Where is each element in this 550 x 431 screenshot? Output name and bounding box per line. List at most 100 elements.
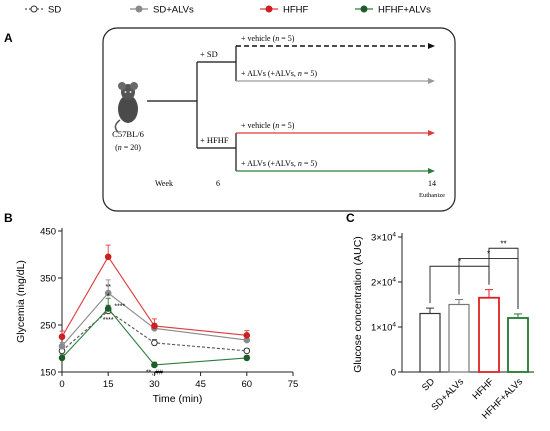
legend: SD SD+ALVs HFHF HFHF+ALVs (25, 5, 431, 16)
x-tick-label: 15 (103, 379, 114, 390)
legend-label-2: HFHF (283, 5, 309, 16)
y-tick-base: 1×10 (371, 323, 392, 334)
y-tick-label: 0 (391, 368, 396, 379)
y-tick-label: 150 (40, 368, 56, 379)
arm-label-var-1: n (298, 69, 302, 78)
significance-annotation: **** (103, 317, 114, 324)
glycemia-line-chart: B 150 250 350 450 0 15 30 45 60 75 Time (min) Glycem… (4, 211, 298, 405)
branch-hfhf-label: + HFHF (200, 135, 229, 145)
arm-label-1: + ALVs (+ALVs, n = 5) (241, 69, 317, 78)
data-point (58, 354, 66, 362)
protocol-tree (147, 46, 237, 171)
data-point (58, 342, 66, 350)
data-point (151, 361, 158, 369)
y-tick-label: 1×104 (371, 322, 396, 334)
arm-arrowhead-1 (428, 78, 435, 84)
y-tick-exponent: 4 (392, 322, 396, 329)
bar-3 (507, 317, 529, 373)
significance-label: * (487, 250, 490, 259)
data-point (151, 339, 158, 347)
arm-label-suffix-0: = 5) (279, 34, 295, 43)
arm-arrowhead-2 (428, 130, 435, 136)
y-axis-title: Glucose concentration (AUC) (352, 236, 364, 373)
x-category-label: SD+ALVs (430, 376, 467, 413)
legend-label-1: SD+ALVs (153, 5, 194, 16)
arm-label-0: + vehicle (n = 5) (241, 34, 295, 43)
week-6-label: 6 (216, 179, 220, 188)
legend-marker-2 (265, 5, 273, 13)
arm-label-suffix-3: = 5) (302, 159, 318, 168)
bar-2 (478, 296, 500, 373)
arm-label-var-2: n (275, 121, 279, 130)
y-tick-label: 250 (40, 321, 56, 332)
protocol-box (102, 27, 456, 212)
significance-bracket (458, 258, 519, 309)
arm-label-prefix-0: + vehicle ( (241, 34, 276, 43)
y-tick-label: 450 (40, 227, 56, 238)
arm-label-var-3: n (298, 159, 302, 168)
arm-label-suffix-2: = 5) (279, 121, 295, 130)
y-tick-exponent: 4 (392, 277, 396, 284)
series-line-3 (61, 307, 247, 366)
significance-label: ** (500, 239, 506, 248)
significance-label: * (458, 257, 461, 266)
data-point (243, 332, 251, 339)
x-category-label: HFHF (470, 376, 496, 402)
data-point (104, 305, 112, 312)
y-tick-label: 3×104 (371, 232, 396, 244)
y-axis-title: Glycemia (mg/dL) (15, 260, 27, 343)
bar-0 (419, 312, 441, 373)
arm-label-prefix-3: + ALVs (+ALVs, (241, 159, 298, 168)
branch-sd-label: + SD (200, 49, 218, 59)
arm-label-2: + vehicle (n = 5) (241, 121, 295, 130)
data-point (58, 333, 66, 341)
x-tick-label: 75 (288, 379, 299, 390)
arm-label-3: + ALVs (+ALVs, n = 5) (241, 159, 317, 168)
data-point (243, 354, 251, 362)
x-tick-label: 0 (59, 379, 64, 390)
x-category-label: SD (420, 376, 437, 393)
y-tick-exponent: 4 (392, 232, 396, 239)
mouse-n-label: (n = 20) (115, 143, 141, 152)
x-tick-label: 30 (149, 379, 160, 390)
x-tick-label: 45 (195, 379, 206, 390)
y-tick-base: 3×10 (371, 233, 392, 244)
significance-annotation: * (107, 293, 110, 300)
arm-label-prefix-2: + vehicle ( (241, 121, 276, 130)
legend-marker-3 (360, 5, 368, 13)
arm-arrowhead-3 (428, 168, 435, 174)
panel-b-label: B (4, 211, 13, 225)
series-line-2 (61, 255, 247, 338)
data-point (243, 347, 251, 355)
y-tick-label: 2×104 (371, 277, 396, 289)
data-point (104, 253, 112, 261)
legend-marker-0 (30, 5, 38, 13)
data-point (151, 322, 158, 330)
significance-annotation: **, ## (146, 369, 163, 376)
x-axis-title: Time (min) (153, 393, 203, 405)
x-tick-label: 60 (242, 379, 253, 390)
week-14-label: 14 (428, 179, 436, 188)
panel-c-label: C (346, 211, 355, 225)
significance-annotation: ** (105, 284, 111, 291)
data-point (104, 289, 112, 297)
panel-a-label: A (4, 31, 13, 45)
arm-label-suffix-1: = 5) (302, 69, 318, 78)
series-line-0 (61, 310, 247, 352)
arm-label-prefix-1: + ALVs (+ALVs, (241, 69, 298, 78)
week-label: Week (155, 179, 173, 188)
significance-annotation: **** (114, 304, 125, 311)
y-tick-base: 2×10 (371, 278, 392, 289)
legend-label-3: HFHF+ALVs (378, 5, 431, 16)
legend-label-0: SD (48, 5, 61, 16)
mouse-strain-label: C57BL/6 (112, 129, 144, 139)
arm-arrowhead-0 (428, 43, 435, 49)
arm-label-var-0: n (275, 34, 279, 43)
y-tick-base: 0 (391, 368, 396, 379)
series-line-1 (61, 292, 247, 347)
euthanize-label: Euthanize (419, 192, 445, 199)
mouse-icon (114, 82, 138, 133)
legend-marker-1 (135, 5, 143, 13)
